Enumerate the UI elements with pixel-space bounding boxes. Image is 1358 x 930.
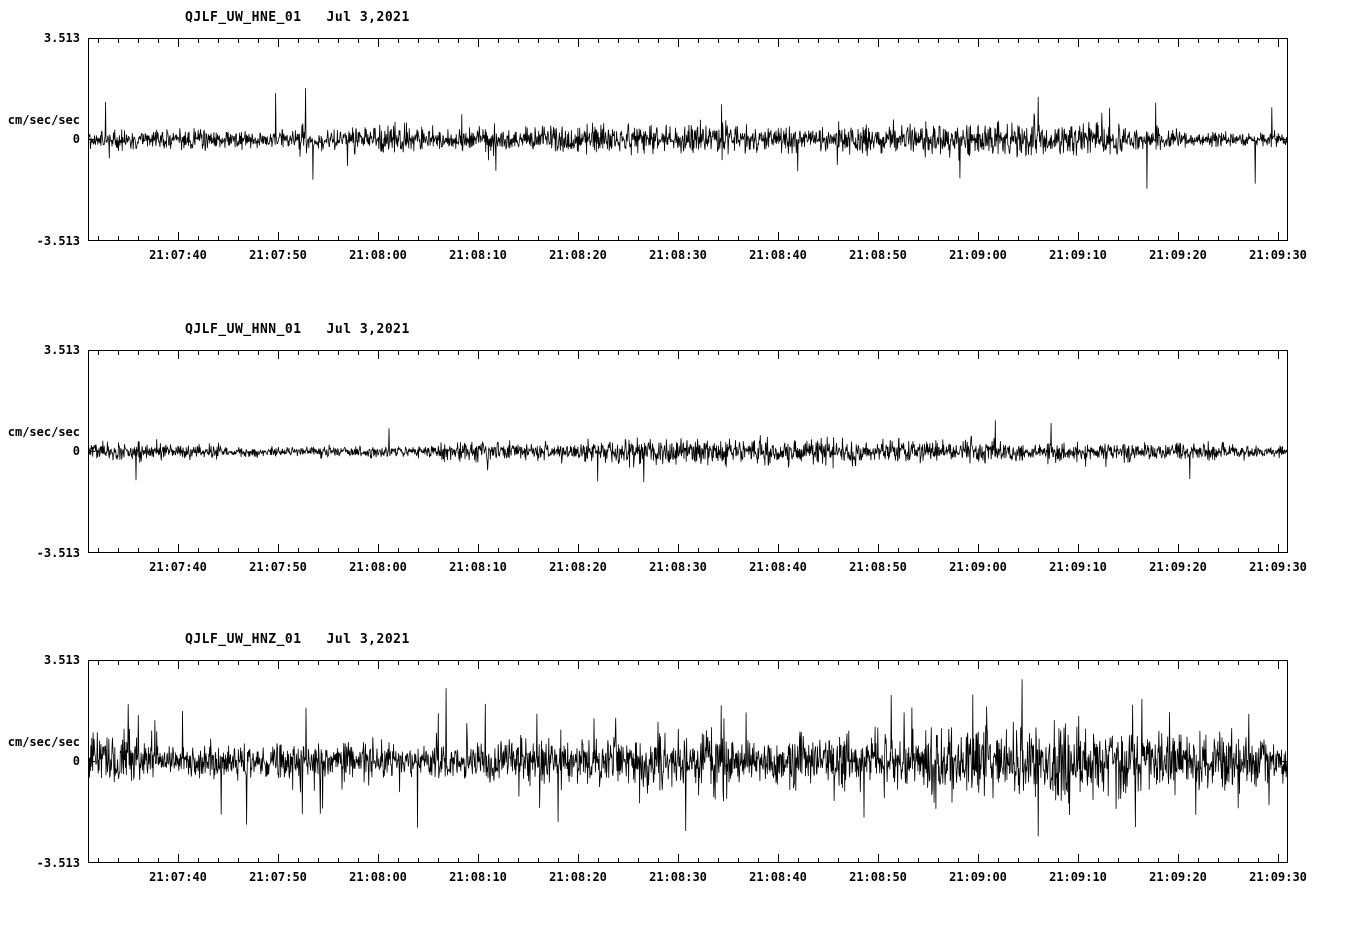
x-tick-label: 21:07:40 xyxy=(149,560,207,574)
x-tick-label: 21:08:20 xyxy=(549,870,607,884)
y-tick-label-min: -3.513 xyxy=(36,234,80,248)
x-tick-label: 21:09:00 xyxy=(949,560,1007,574)
x-tick-label: 21:07:40 xyxy=(149,248,207,262)
x-tick-label: 21:08:30 xyxy=(649,870,707,884)
x-tick-label: 21:08:00 xyxy=(349,870,407,884)
x-tick-label: 21:09:20 xyxy=(1149,870,1207,884)
x-tick-label: 21:09:10 xyxy=(1049,870,1107,884)
x-tick-label: 21:07:50 xyxy=(249,248,307,262)
x-tick-label: 21:09:10 xyxy=(1049,248,1107,262)
x-tick-label: 21:09:20 xyxy=(1149,560,1207,574)
x-tick-label: 21:08:00 xyxy=(349,248,407,262)
x-tick-label: 21:08:40 xyxy=(749,870,807,884)
x-tick-label: 21:08:50 xyxy=(849,870,907,884)
x-tick-label: 21:07:50 xyxy=(249,560,307,574)
waveform-plot-hne xyxy=(88,38,1288,241)
y-tick-label-min: -3.513 xyxy=(36,546,80,560)
y-axis-unit-label: cm/sec/sec xyxy=(7,113,80,127)
x-tick-label: 21:08:20 xyxy=(549,248,607,262)
y-tick-label-max: 3.513 xyxy=(43,31,80,45)
y-tick-label-zero: 0 xyxy=(72,132,80,146)
y-tick-label-max: 3.513 xyxy=(43,653,80,667)
x-tick-label: 21:07:40 xyxy=(149,870,207,884)
trace-title: QJLF_UW_HNZ_01 Jul 3,2021 xyxy=(185,632,410,647)
x-tick-label: 21:08:50 xyxy=(849,248,907,262)
x-tick-label: 21:09:30 xyxy=(1249,870,1307,884)
x-tick-label: 21:08:40 xyxy=(749,560,807,574)
seismo-panel-hnz: QJLF_UW_HNZ_01 Jul 3,2021 3.513 cm/sec/s… xyxy=(0,630,1358,930)
x-tick-label: 21:08:00 xyxy=(349,560,407,574)
x-tick-label: 21:09:00 xyxy=(949,248,1007,262)
x-tick-label: 21:09:00 xyxy=(949,870,1007,884)
y-tick-label-zero: 0 xyxy=(72,444,80,458)
x-tick-label: 21:08:10 xyxy=(449,560,507,574)
trace-title: QJLF_UW_HNE_01 Jul 3,2021 xyxy=(185,10,410,25)
seismo-panel-hne: QJLF_UW_HNE_01 Jul 3,2021 3.513 cm/sec/s… xyxy=(0,8,1358,308)
y-axis-unit-label: cm/sec/sec xyxy=(7,425,80,439)
y-tick-label-max: 3.513 xyxy=(43,343,80,357)
x-tick-label: 21:07:50 xyxy=(249,870,307,884)
x-tick-label: 21:08:20 xyxy=(549,560,607,574)
y-axis-unit-label: cm/sec/sec xyxy=(7,735,80,749)
trace-title: QJLF_UW_HNN_01 Jul 3,2021 xyxy=(185,322,410,337)
waveform-plot-hnz xyxy=(88,660,1288,863)
x-tick-label: 21:09:20 xyxy=(1149,248,1207,262)
x-tick-label: 21:09:30 xyxy=(1249,248,1307,262)
x-tick-label: 21:08:40 xyxy=(749,248,807,262)
y-tick-label-zero: 0 xyxy=(72,754,80,768)
x-tick-label: 21:09:10 xyxy=(1049,560,1107,574)
x-tick-label: 21:08:50 xyxy=(849,560,907,574)
x-tick-label: 21:08:10 xyxy=(449,248,507,262)
y-tick-label-min: -3.513 xyxy=(36,856,80,870)
x-tick-label: 21:09:30 xyxy=(1249,560,1307,574)
waveform-plot-hnn xyxy=(88,350,1288,553)
x-tick-label: 21:08:10 xyxy=(449,870,507,884)
seismo-panel-hnn: QJLF_UW_HNN_01 Jul 3,2021 3.513 cm/sec/s… xyxy=(0,320,1358,620)
x-tick-label: 21:08:30 xyxy=(649,560,707,574)
x-tick-label: 21:08:30 xyxy=(649,248,707,262)
